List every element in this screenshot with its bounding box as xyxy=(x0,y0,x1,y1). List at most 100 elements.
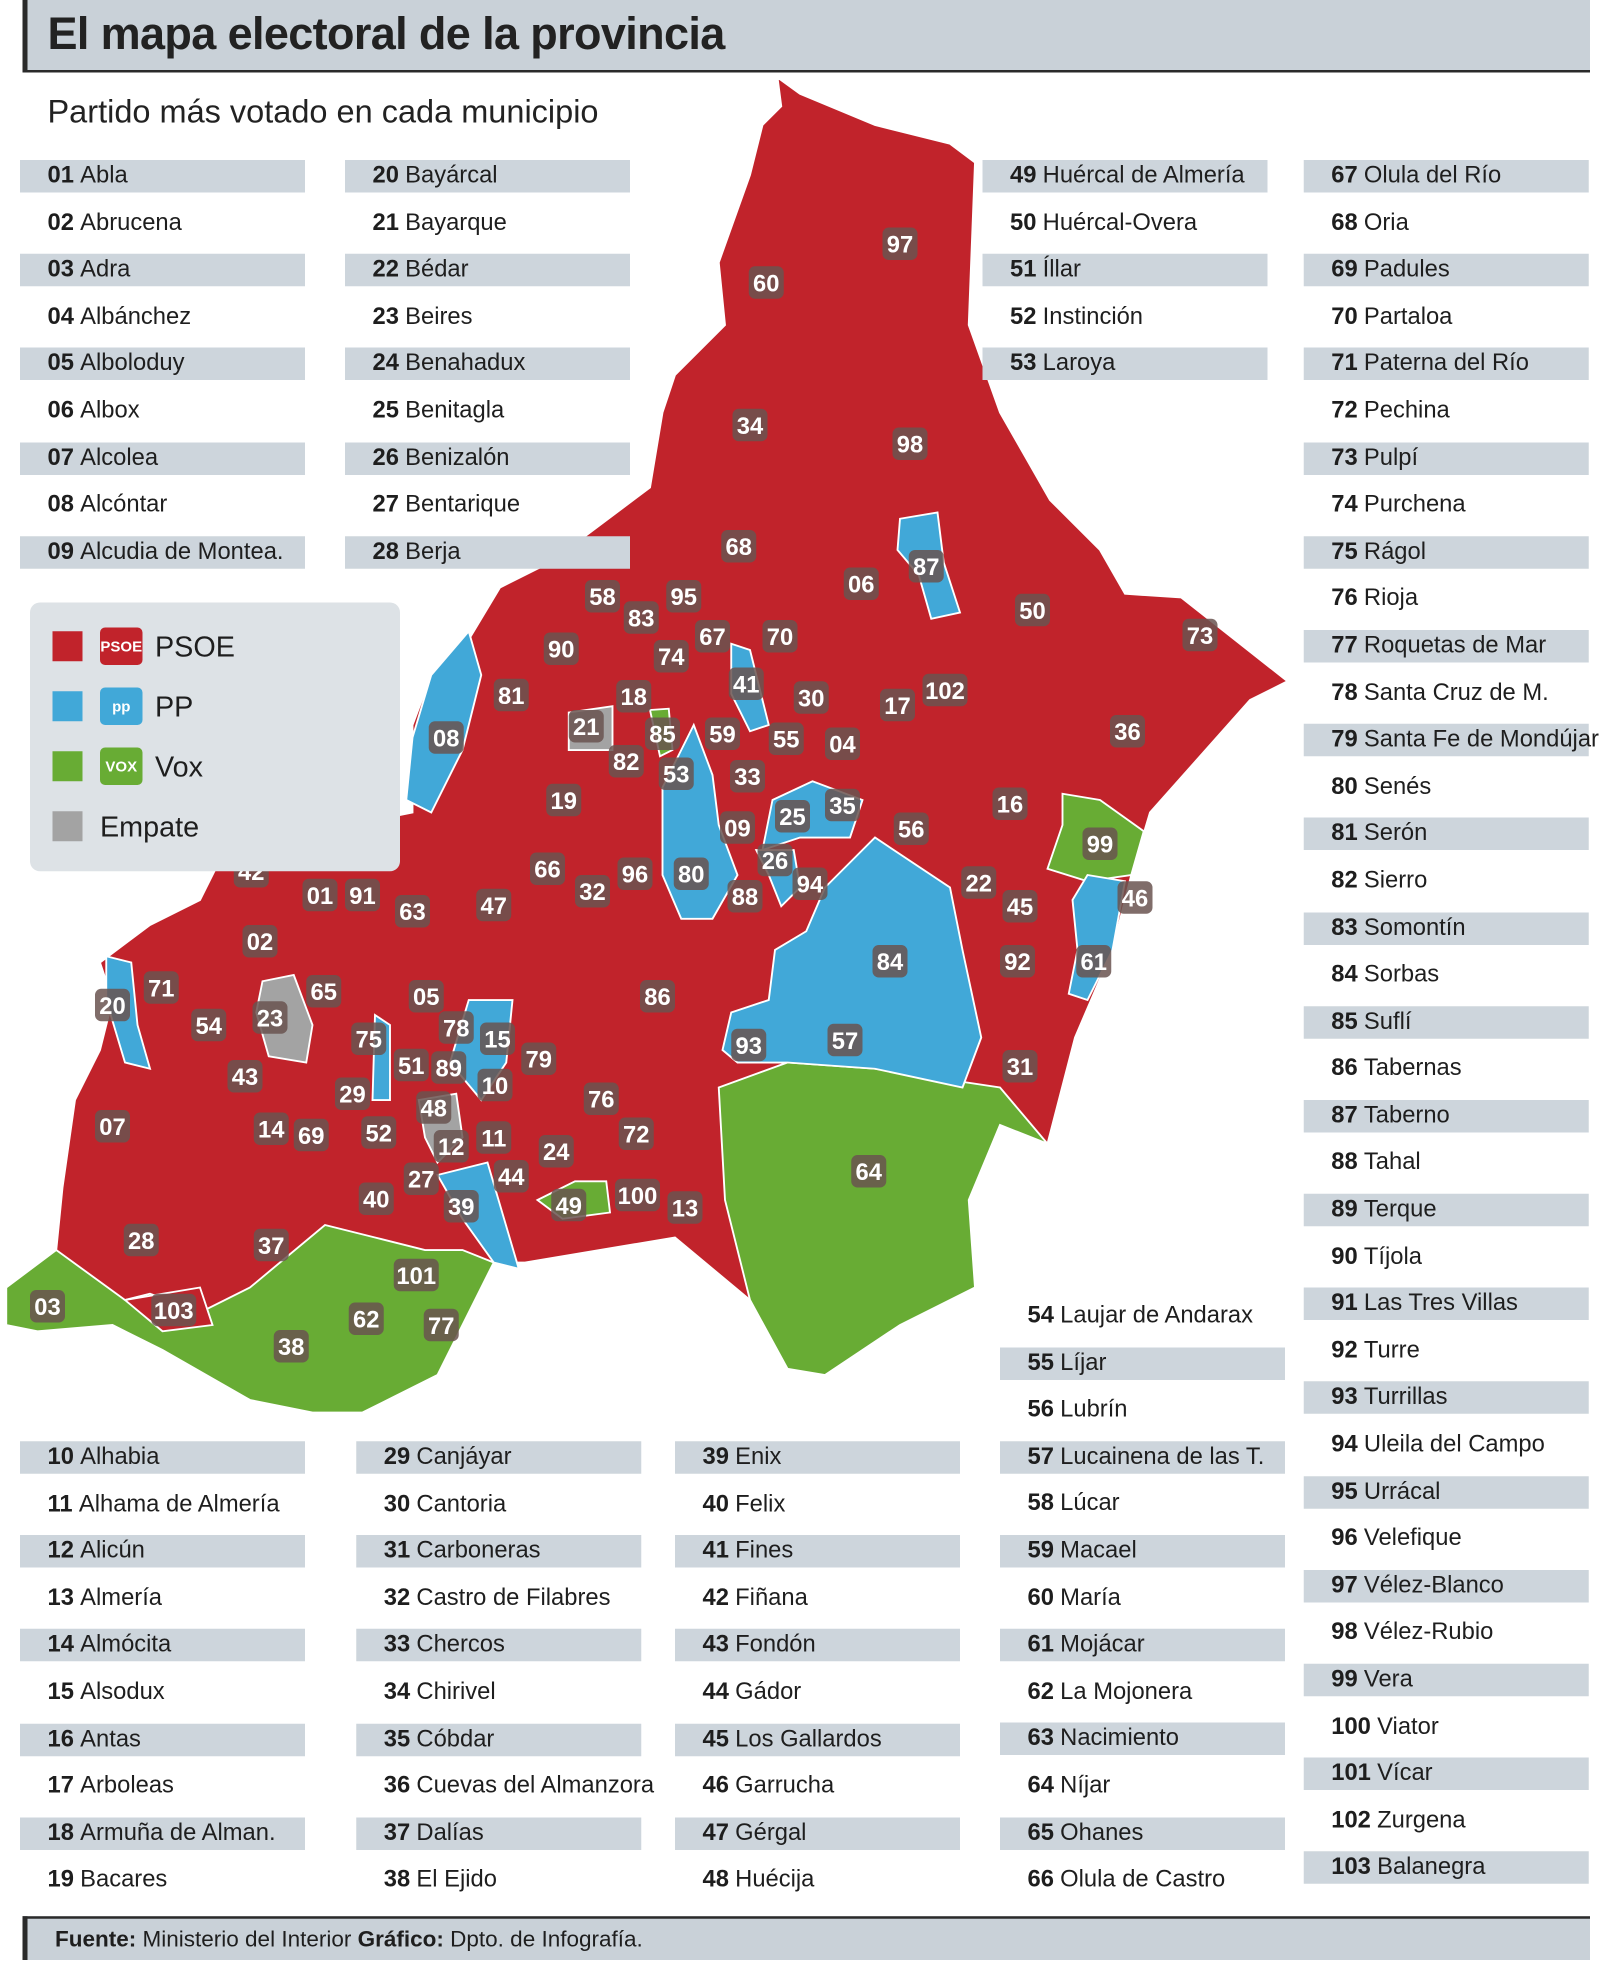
map-label-01: 01 xyxy=(302,878,338,912)
map-label-41: 41 xyxy=(728,667,764,700)
map-label-badge xyxy=(306,975,342,1008)
map-label-badge xyxy=(521,1042,557,1075)
municipality-name: Fiñana xyxy=(735,1584,808,1611)
list-item: 93 Turrillas xyxy=(1303,1381,1589,1415)
municipality-number: 50 xyxy=(1010,209,1037,236)
municipality-number: 30 xyxy=(383,1490,411,1517)
municipality-number: 79 xyxy=(1331,726,1358,753)
municipality-name: Santa Fe de Mondújar xyxy=(1363,726,1599,753)
map-label-28: 28 xyxy=(123,1223,159,1257)
municipality-number: 81 xyxy=(1331,820,1358,847)
municipality-name: Berja xyxy=(405,538,461,565)
map-label-number: 37 xyxy=(258,1233,284,1260)
map-label-55: 55 xyxy=(768,722,804,755)
list-item: 48 Huécija xyxy=(675,1864,960,1897)
municipality-name: Ohanes xyxy=(1060,1819,1144,1846)
municipality-number: 18 xyxy=(47,1819,74,1846)
municipality-number: 35 xyxy=(383,1725,411,1752)
list-item: 91 Las Tres Villas xyxy=(1303,1287,1589,1321)
map-label-badge xyxy=(293,1118,329,1152)
list-item: 03 Adra xyxy=(20,253,305,287)
map-label-badge xyxy=(416,1091,452,1124)
municipality-name: Roquetas de Mar xyxy=(1363,632,1547,659)
municipality-number: 12 xyxy=(47,1537,74,1564)
municipality-name: Zurgena xyxy=(1377,1807,1466,1834)
list-item: 88 Tahal xyxy=(1304,1147,1589,1180)
municipality-number: 56 xyxy=(1027,1396,1054,1423)
map-label-badge xyxy=(227,1060,263,1093)
list-item: 67 Olula del Río xyxy=(1303,160,1589,193)
map-label-number: 96 xyxy=(622,862,648,889)
list-item: 65 Ohanes xyxy=(1000,1816,1285,1850)
map-label-number: 81 xyxy=(498,683,524,710)
map-label-badge xyxy=(393,1048,429,1082)
map-label-number: 03 xyxy=(34,1294,60,1321)
map-label-badge xyxy=(358,1182,394,1215)
municipality-name: Turrillas xyxy=(1363,1384,1448,1411)
map-label-badge xyxy=(843,567,879,600)
graphic-label: Gráfico: xyxy=(357,1926,444,1952)
municipality-number: 49 xyxy=(1010,162,1037,189)
list-item: 19 Bacares xyxy=(20,1864,305,1897)
map-label-badge xyxy=(872,945,908,978)
municipality-name: Albánchez xyxy=(80,303,192,330)
map-label-badge xyxy=(615,1178,660,1212)
map-label-24: 24 xyxy=(538,1135,574,1168)
municipality-number: 54 xyxy=(1027,1302,1054,1329)
municipality-number: 70 xyxy=(1331,303,1358,330)
municipality-number: 15 xyxy=(47,1678,74,1705)
list-item: 33 Chercos xyxy=(356,1629,642,1662)
map-label-number: 06 xyxy=(848,572,874,599)
map-label-97: 97 xyxy=(882,227,918,260)
map-label-number: 36 xyxy=(1114,719,1140,746)
map-label-badge xyxy=(667,1191,703,1224)
municipality-name: Olula de Castro xyxy=(1060,1866,1226,1893)
map-label-number: 62 xyxy=(353,1307,379,1334)
map-label-05: 05 xyxy=(408,980,444,1013)
list-item: 31 Carboneras xyxy=(356,1535,642,1568)
list-item: 66 Olula de Castro xyxy=(1000,1864,1285,1897)
map-label-badge xyxy=(851,1155,887,1188)
map-label-51: 51 xyxy=(393,1048,429,1082)
map-label-number: 64 xyxy=(856,1159,883,1186)
municipality-number: 17 xyxy=(47,1772,74,1799)
municipality-name: Partaloa xyxy=(1363,303,1453,330)
list-item: 87 Taberno xyxy=(1303,1099,1589,1133)
municipality-number: 43 xyxy=(702,1631,729,1658)
municipality-name: Sierro xyxy=(1363,867,1428,894)
map-label-badge xyxy=(775,800,810,833)
map-label-badge xyxy=(731,1028,767,1062)
map-label-81: 81 xyxy=(493,678,529,712)
map-label-number: 39 xyxy=(448,1194,474,1221)
list-item: 97 Vélez-Blanco xyxy=(1303,1569,1589,1603)
map-label-number: 97 xyxy=(887,232,913,259)
map-label-badge xyxy=(351,1022,387,1055)
municipality-name: Arboleas xyxy=(80,1772,174,1799)
municipality-name: Lúcar xyxy=(1060,1490,1120,1517)
legend-label: Vox xyxy=(155,749,203,782)
map-label-number: 35 xyxy=(829,793,855,820)
map-label-number: 28 xyxy=(128,1228,154,1255)
map-label-number: 94 xyxy=(797,872,824,899)
municipality-name: Armuña de Alman. xyxy=(80,1819,276,1846)
list-item: 29 Canjáyar xyxy=(356,1441,642,1474)
map-label-number: 65 xyxy=(311,979,337,1006)
municipality-name: Tabernas xyxy=(1363,1055,1462,1082)
municipality-name: Benizalón xyxy=(405,444,510,471)
map-label-75: 75 xyxy=(351,1022,387,1055)
list-item: 74 Purchena xyxy=(1304,489,1589,522)
municipality-name: Alhama de Almería xyxy=(78,1490,280,1517)
map-label-badge xyxy=(922,673,968,707)
list-item: 69 Padules xyxy=(1303,253,1589,287)
map-label-badge xyxy=(191,1008,227,1042)
municipality-name: Almócita xyxy=(80,1631,172,1658)
municipality-name: Serón xyxy=(1363,820,1428,847)
map-label-number: 87 xyxy=(913,554,939,581)
municipality-name: Beires xyxy=(405,303,473,330)
list-item: 40 Felix xyxy=(675,1488,960,1521)
map-label-number: 86 xyxy=(644,984,670,1011)
municipality-number: 48 xyxy=(702,1866,729,1893)
list-item: 96 Velefique xyxy=(1304,1523,1589,1556)
map-label-number: 82 xyxy=(613,749,639,776)
list-item: 46 Garrucha xyxy=(675,1770,960,1803)
